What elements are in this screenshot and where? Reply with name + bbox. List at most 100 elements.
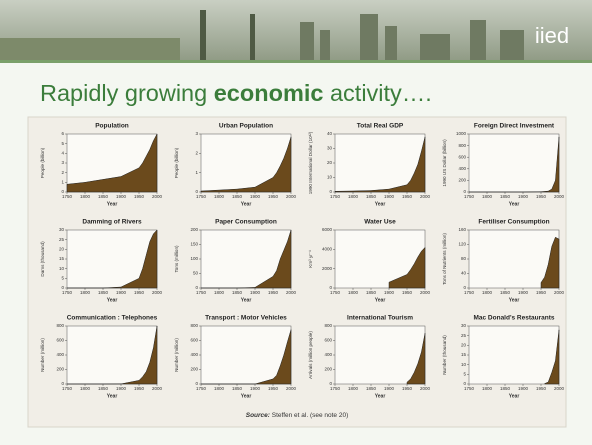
x-tick-label: 2000 [152, 386, 163, 391]
y-axis-label: People (billion) [40, 147, 45, 178]
area [67, 325, 158, 385]
banner-rule [0, 60, 592, 63]
y-tick-label: 3 [195, 131, 198, 136]
x-tick-label: 1850 [232, 194, 243, 199]
y-tick-label: 10 [327, 175, 333, 180]
plot-area [468, 325, 560, 385]
y-tick-label: 2000 [322, 266, 333, 271]
y-tick-label: 400 [56, 352, 64, 357]
x-tick-label: 1950 [536, 290, 547, 295]
y-tick-label: 4000 [322, 247, 333, 252]
x-axis-label: Year [375, 393, 386, 399]
y-tick-label: 50 [193, 271, 199, 276]
x-tick-label: 1750 [464, 290, 475, 295]
y-axis-label: Dams (thousand) [40, 241, 45, 277]
mini-chart: Urban Population People (billion) 0 1 2 3 1750… [174, 123, 296, 208]
x-tick-label: 2000 [152, 194, 163, 199]
x-tick-label: 1950 [536, 194, 547, 199]
y-tick-label: 600 [56, 338, 64, 343]
x-tick-label: 1900 [116, 194, 127, 199]
x-axis-label: Year [509, 201, 520, 207]
x-tick-label: 2000 [152, 290, 163, 295]
x-tick-label: 2000 [286, 386, 297, 391]
x-tick-label: 1900 [384, 386, 395, 391]
mini-chart: Population People (billion) 0 1 2 3 4 5 6 1750 180… [40, 123, 162, 208]
y-tick-label: 40 [327, 131, 333, 136]
mini-chart: Transport : Motor Vehicles Number (millio… [174, 315, 296, 400]
mini-chart: International Tourism Arrivals (million p… [308, 315, 430, 400]
title-part: economic [214, 80, 324, 106]
y-tick-label: 40 [461, 271, 467, 276]
x-tick-label: 1850 [366, 194, 377, 199]
y-tick-label: 30 [461, 323, 467, 328]
y-axis-label: Arrivals (million people) [308, 331, 313, 379]
area [201, 329, 292, 385]
x-tick-label: 1750 [330, 194, 341, 199]
x-tick-label: 2000 [420, 386, 431, 391]
y-tick-label: 4 [61, 151, 64, 156]
y-tick-label: 0 [463, 285, 466, 290]
x-tick-label: 1850 [232, 386, 243, 391]
y-tick-label: 0 [61, 189, 64, 194]
x-tick-label: 1850 [366, 290, 377, 295]
y-tick-label: 3 [61, 160, 64, 165]
mini-chart: Fertiliser Consumption Tons of Nutrients … [442, 219, 564, 304]
x-tick-label: 1900 [250, 194, 261, 199]
title-part: Rapidly growing [40, 80, 214, 106]
x-tick-label: 1850 [232, 290, 243, 295]
chart-title: Damming of Rivers [82, 219, 142, 226]
chart-title: Paper Consumption [215, 219, 277, 226]
x-tick-label: 1950 [134, 386, 145, 391]
y-tick-label: 160 [458, 227, 466, 232]
x-tick-label: 1900 [116, 290, 127, 295]
y-tick-label: 20 [461, 343, 467, 348]
x-tick-label: 1900 [250, 386, 261, 391]
y-axis-label: Number (million) [174, 338, 179, 372]
chart-title: Communication : Telephones [67, 315, 158, 322]
y-axis-label: Number (thousand) [442, 335, 447, 375]
area [469, 136, 560, 193]
y-tick-label: 120 [458, 242, 466, 247]
x-tick-label: 1750 [196, 290, 207, 295]
chart-title: Foreign Direct Investment [474, 123, 555, 130]
x-tick-label: 1900 [518, 194, 529, 199]
y-axis-label: People (billion) [174, 147, 179, 178]
x-axis-label: Year [107, 201, 118, 207]
area [544, 329, 560, 385]
mini-chart: Paper Consumption Tons (million) 0 50 100 150… [174, 219, 296, 304]
plot-area [66, 325, 158, 385]
x-axis-label: Year [509, 297, 520, 303]
x-axis-label: Year [509, 393, 520, 399]
y-axis-label: Number (million) [40, 338, 45, 372]
y-tick-label: 200 [458, 178, 466, 183]
y-tick-label: 400 [190, 352, 198, 357]
y-tick-label: 200 [324, 367, 332, 372]
x-tick-label: 1800 [214, 194, 225, 199]
area [200, 136, 292, 193]
y-tick-label: 1 [195, 170, 198, 175]
x-axis-label: Year [107, 393, 118, 399]
chart-title: Urban Population [219, 123, 273, 130]
x-tick-label: 1850 [98, 386, 109, 391]
mini-chart: Foreign Direct Investment 1990 US Dollar … [442, 123, 564, 208]
y-tick-label: 20 [327, 160, 333, 165]
x-tick-label: 1850 [500, 386, 511, 391]
y-tick-label: 30 [59, 227, 65, 232]
x-tick-label: 1950 [402, 386, 413, 391]
y-tick-label: 15 [59, 256, 65, 261]
y-tick-label: 15 [461, 352, 467, 357]
mini-chart: Total Real GDP 1990 International Dollar … [308, 123, 430, 208]
title-part: activity…. [323, 80, 431, 106]
y-axis-label: Tons of Nutrients (million) [442, 233, 447, 285]
chart-title: Transport : Motor Vehicles [205, 315, 287, 322]
x-tick-label: 2000 [554, 290, 565, 295]
x-tick-label: 2000 [286, 194, 297, 199]
x-tick-label: 1950 [536, 386, 547, 391]
y-tick-label: 0 [463, 381, 466, 386]
y-tick-label: 0 [195, 189, 198, 194]
chart-title: Water Use [364, 219, 396, 226]
y-tick-label: 5 [463, 372, 466, 377]
x-tick-label: 1900 [518, 386, 529, 391]
x-tick-label: 1900 [384, 290, 395, 295]
